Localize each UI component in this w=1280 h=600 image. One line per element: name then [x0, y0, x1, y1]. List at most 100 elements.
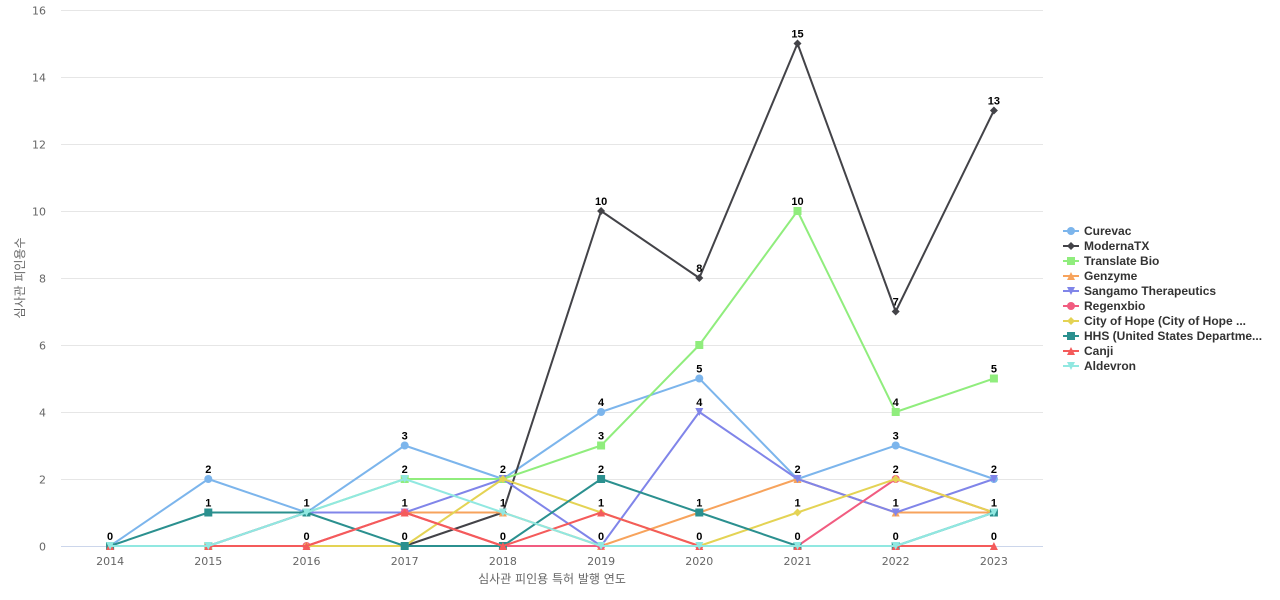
data-label: 0 [893, 531, 899, 543]
legend-item[interactable]: HHS (United States Departme... [1063, 329, 1262, 343]
series-line [110, 478, 995, 547]
legend-item[interactable]: City of Hope (City of Hope ... [1063, 314, 1246, 328]
data-label: 0 [402, 531, 408, 543]
series-line [109, 377, 995, 547]
legend-label: Regenxbio [1084, 299, 1145, 313]
legend-item[interactable]: Regenxbio [1063, 299, 1145, 313]
data-label: 0 [794, 531, 800, 543]
legend-item[interactable]: ModernaTX [1063, 239, 1149, 253]
legend-marker [1067, 287, 1075, 295]
data-point [302, 508, 311, 517]
legend-marker [1067, 317, 1075, 325]
data-label: 1 [402, 498, 408, 510]
y-tick-label: 2 [39, 474, 46, 487]
data-label: 2 [794, 464, 800, 476]
data-label: 1 [794, 498, 800, 510]
data-point [597, 408, 606, 416]
legend-item[interactable]: Genzyme [1063, 269, 1138, 283]
data-label: 1 [205, 498, 211, 510]
x-axis-title: 심사관 피인용 특허 발행 연도 [478, 571, 626, 586]
data-label: 1 [696, 498, 702, 510]
data-point [695, 542, 704, 550]
data-label: 4 [696, 397, 703, 409]
data-point [302, 542, 311, 550]
legend-label: Aldevron [1084, 359, 1136, 373]
data-label: 3 [598, 431, 604, 443]
data-point [400, 508, 409, 517]
legend-marker [1067, 347, 1075, 355]
data-label: 0 [598, 531, 604, 543]
legend-marker [1067, 332, 1075, 340]
data-label: 0 [696, 531, 702, 543]
series-group [106, 39, 998, 550]
grid-lines [61, 10, 1043, 480]
data-label: 0 [107, 531, 113, 543]
data-point [793, 475, 802, 483]
legend-item[interactable]: Canji [1063, 344, 1113, 358]
y-tick-label: 4 [39, 407, 46, 420]
data-label: 1 [991, 498, 997, 510]
data-point [498, 542, 507, 550]
data-point [891, 307, 900, 316]
data-label: 7 [893, 297, 899, 309]
legend-label: Sangamo Therapeutics [1084, 284, 1216, 298]
x-tick-label: 2017 [391, 555, 419, 568]
data-label: 2 [205, 464, 211, 476]
data-point [793, 39, 802, 48]
legend-item[interactable]: Aldevron [1063, 359, 1136, 373]
data-label: 10 [595, 196, 607, 208]
data-point [989, 106, 998, 115]
legend-label: Translate Bio [1084, 254, 1159, 268]
y-tick-label: 12 [32, 139, 46, 152]
data-label: 0 [500, 531, 506, 543]
data-label: 0 [303, 531, 309, 543]
x-tick-label: 2018 [489, 555, 517, 568]
legend-marker [1067, 362, 1075, 370]
data-label: 3 [893, 431, 899, 443]
data-point [793, 542, 802, 550]
data-label: 10 [791, 196, 803, 208]
data-point [793, 508, 802, 517]
data-label: 1 [893, 498, 899, 510]
x-tick-label: 2021 [784, 555, 812, 568]
series-9 [106, 475, 998, 550]
data-point [204, 542, 213, 550]
data-point [891, 441, 900, 450]
data-point [989, 475, 998, 483]
data-point [989, 508, 998, 517]
legend-marker [1067, 242, 1075, 250]
data-label: 4 [893, 397, 900, 409]
data-point [695, 408, 704, 416]
legend-label: Canji [1084, 344, 1113, 358]
legend-label: Curevac [1084, 224, 1132, 238]
data-point [400, 542, 409, 550]
legend-item[interactable]: Translate Bio [1063, 254, 1159, 268]
series-line [110, 42, 995, 547]
data-label: 1 [500, 498, 506, 510]
x-tick-label: 2020 [685, 555, 713, 568]
data-label: 5 [991, 364, 997, 376]
data-point [106, 542, 115, 550]
x-tick-label: 2016 [293, 555, 321, 568]
data-label: 5 [696, 364, 702, 376]
y-axis-ticks: 0 2 4 6 8 10 12 14 16 [32, 5, 46, 554]
data-label: 2 [402, 464, 408, 476]
x-tick-label: 2015 [194, 555, 222, 568]
data-label: 0 [991, 531, 997, 543]
legend-label: City of Hope (City of Hope ... [1084, 314, 1246, 328]
series-2 [106, 207, 998, 550]
data-point [989, 374, 998, 383]
data-point [597, 207, 606, 215]
x-tick-label: 2022 [882, 555, 910, 568]
data-point [891, 408, 900, 416]
legend-item[interactable]: Sangamo Therapeutics [1063, 284, 1216, 298]
series-1 [106, 39, 998, 550]
y-tick-label: 14 [32, 72, 46, 85]
data-label: 2 [893, 464, 899, 476]
data-point [891, 542, 900, 550]
x-tick-label: 2019 [587, 555, 615, 568]
data-point [597, 441, 606, 450]
legend-marker [1067, 302, 1075, 310]
legend-item[interactable]: Curevac [1063, 224, 1132, 238]
